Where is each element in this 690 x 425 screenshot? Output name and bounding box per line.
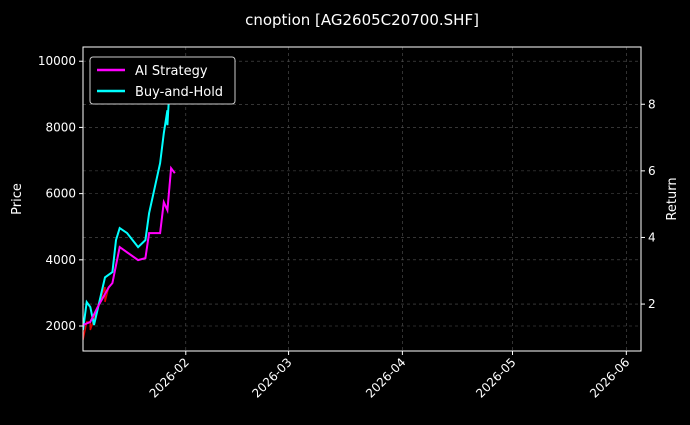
x-tick-label: 2026-06 (587, 355, 632, 400)
y2-axis-label: Return (665, 177, 680, 220)
y2-tick-label: 8 (648, 97, 656, 111)
legend: AI Strategy Buy-and-Hold (89, 56, 236, 105)
y2-tick-label: 2 (648, 297, 656, 311)
x-tick-label: 2026-03 (249, 355, 294, 400)
chart-title: cnoption [AG2605C20700.SHF] (245, 11, 479, 29)
y-tick-label: 10000 (38, 54, 76, 68)
y-tick-label: 4000 (45, 253, 76, 267)
y2-tick-label: 4 (648, 230, 656, 244)
legend-label-buy-and-hold: Buy-and-Hold (135, 85, 223, 100)
y-tick-label: 2000 (45, 319, 76, 333)
plot-frame (82, 46, 642, 352)
y2-tick-label: 6 (648, 164, 656, 178)
x-tick-label: 2026-04 (363, 355, 408, 400)
y-tick-label: 6000 (45, 187, 76, 201)
legend-label-ai-strategy: AI Strategy (135, 64, 208, 79)
ai-strategy-line (83, 165, 176, 326)
y-tick-label: 8000 (45, 120, 76, 134)
x-tick-label: 2026-05 (473, 355, 518, 400)
x-tick-label: 2026-02 (147, 355, 192, 400)
y-axis-label: Price (10, 183, 25, 215)
